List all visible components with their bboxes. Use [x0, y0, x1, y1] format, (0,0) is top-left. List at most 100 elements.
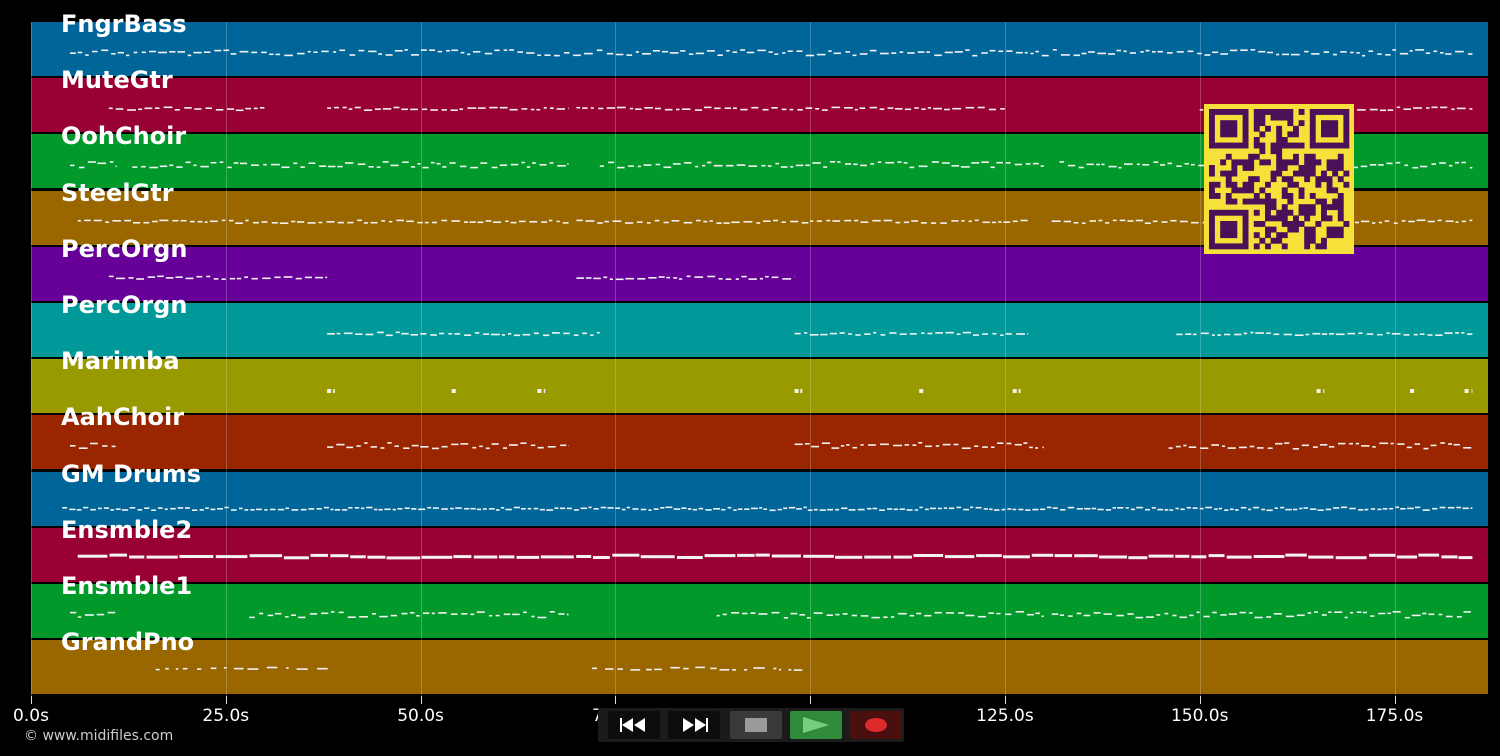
note — [1463, 611, 1471, 613]
note — [559, 507, 566, 509]
note — [514, 334, 521, 337]
note — [469, 220, 476, 223]
note — [1105, 221, 1110, 224]
note — [1185, 333, 1192, 335]
note — [473, 555, 498, 559]
note-lane — [70, 161, 1473, 169]
note — [1157, 50, 1163, 53]
note — [108, 275, 114, 277]
note — [223, 667, 227, 669]
fast-forward-icon — [683, 718, 708, 732]
note — [1078, 167, 1084, 169]
note — [333, 51, 337, 53]
track-row[interactable]: Ensmble2 — [31, 516, 1488, 582]
note — [1266, 616, 1272, 618]
note — [509, 109, 518, 111]
note — [460, 51, 465, 54]
note — [330, 553, 349, 557]
note — [736, 164, 746, 167]
note — [336, 444, 345, 446]
note — [1364, 508, 1369, 510]
track-row[interactable]: PercOrgn — [31, 235, 1488, 301]
play-button[interactable] — [790, 711, 842, 739]
note — [1205, 506, 1213, 508]
record-button[interactable] — [850, 711, 902, 739]
note — [1230, 49, 1238, 52]
note — [283, 275, 293, 278]
note — [1407, 507, 1414, 509]
track-row[interactable]: GM Drums — [31, 460, 1488, 526]
note — [215, 109, 224, 111]
note — [1456, 616, 1462, 618]
fast-forward-button[interactable] — [668, 711, 720, 739]
note — [392, 508, 396, 510]
note — [263, 164, 267, 166]
note — [251, 277, 258, 280]
stop-button[interactable] — [730, 711, 782, 739]
note — [568, 107, 569, 110]
note — [508, 333, 512, 335]
note — [494, 49, 500, 52]
note — [1101, 163, 1105, 166]
rewind-button[interactable] — [608, 711, 660, 739]
note — [941, 162, 950, 165]
note — [771, 276, 779, 278]
note-segment — [327, 331, 600, 337]
note — [1440, 106, 1448, 109]
track-row[interactable]: GrandPno — [31, 628, 1488, 695]
note — [430, 109, 438, 111]
note — [918, 442, 923, 444]
note — [1226, 555, 1252, 559]
note — [676, 108, 680, 111]
axis-tick-label: 150.0s — [1170, 706, 1229, 726]
note — [205, 107, 212, 110]
transport-bar — [598, 708, 904, 742]
note — [1086, 163, 1094, 166]
note — [493, 220, 502, 223]
track-row[interactable]: Ensmble1 — [31, 572, 1488, 638]
note — [98, 507, 102, 509]
note — [694, 109, 702, 112]
note — [1333, 53, 1337, 56]
note — [576, 107, 581, 109]
note — [1176, 165, 1182, 168]
note — [1105, 508, 1112, 511]
note — [1414, 443, 1421, 446]
track-label: Marimba — [61, 347, 180, 376]
note — [470, 613, 475, 616]
note — [1012, 389, 1017, 394]
note — [1321, 614, 1327, 616]
note — [368, 166, 374, 168]
track-row[interactable]: PercOrgn — [31, 291, 1488, 357]
note — [1341, 506, 1348, 508]
note — [483, 333, 490, 335]
note — [724, 107, 732, 110]
note — [274, 276, 281, 278]
note — [632, 507, 639, 510]
note — [794, 332, 801, 335]
note — [298, 616, 306, 619]
note — [1456, 107, 1466, 110]
note — [1273, 613, 1282, 615]
note — [174, 109, 180, 111]
note — [203, 51, 211, 53]
track-row[interactable]: Marimba — [31, 347, 1488, 414]
note — [800, 389, 803, 394]
note — [141, 166, 146, 168]
note — [87, 161, 96, 164]
note — [404, 49, 408, 51]
note — [334, 106, 339, 109]
note-segment — [70, 161, 117, 169]
note — [420, 333, 427, 335]
note-segment — [592, 666, 803, 672]
track-row[interactable]: FngrBass — [31, 10, 1488, 76]
note — [448, 333, 453, 335]
note — [342, 106, 347, 109]
note — [1420, 166, 1428, 168]
note — [709, 219, 713, 222]
note — [1358, 332, 1363, 334]
track-row[interactable]: AahChoir — [31, 403, 1488, 470]
note — [887, 107, 894, 110]
note — [996, 612, 1001, 615]
note — [660, 506, 665, 509]
